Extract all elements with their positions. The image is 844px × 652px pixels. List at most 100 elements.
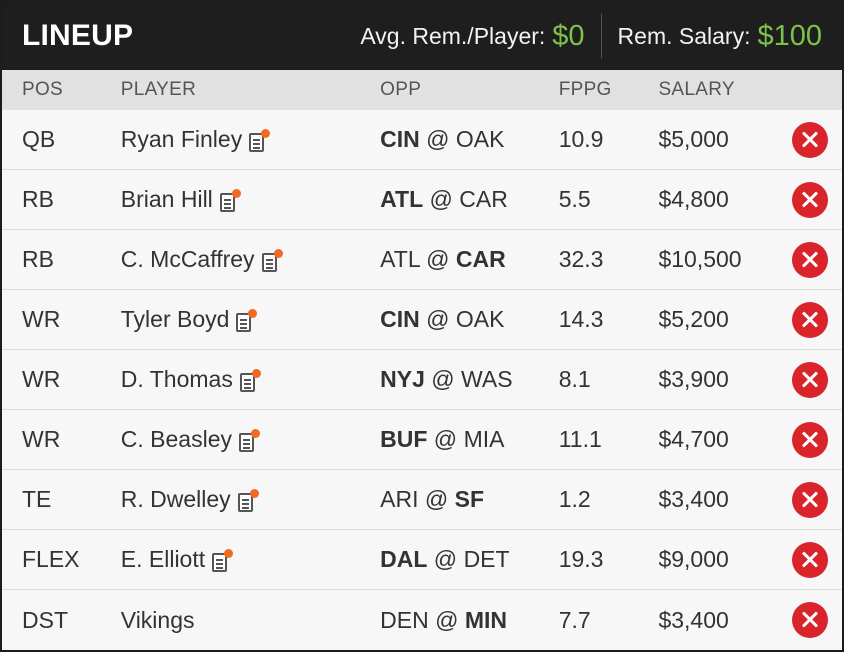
table-header: POS PLAYER OPP FPPG SALARY	[2, 70, 842, 110]
remove-player-button[interactable]	[792, 241, 829, 278]
matchup: ARI @ SF	[380, 486, 559, 513]
player-news-icon[interactable]	[212, 548, 234, 572]
player-cell: Tyler Boyd	[121, 306, 380, 333]
player-news-icon[interactable]	[219, 188, 241, 212]
away-team: CIN	[380, 306, 420, 332]
at-separator: @	[424, 366, 462, 392]
at-separator: @	[419, 246, 456, 272]
player-salary: $4,800	[658, 186, 729, 212]
lineup-rows: QB Ryan Finley CIN @ OAK 10.9 $5,000 RB Brian …	[2, 110, 842, 650]
player-name[interactable]: Tyler Boyd	[120, 306, 230, 332]
remove-cell	[778, 481, 842, 518]
remaining-salary-value: $100	[757, 19, 822, 52]
column-header-salary: SALARY	[658, 79, 735, 100]
table-row: WR C. Beasley BUF @ MIA 11.1 $4,700	[2, 410, 842, 470]
player-name[interactable]: R. Dwelley	[120, 486, 231, 512]
table-row: WR D. Thomas NYJ @ WAS 8.1 $3,900	[2, 350, 842, 410]
remove-cell	[778, 181, 842, 218]
avg-remaining-per-player: Avg. Rem./Player: $0	[360, 20, 584, 53]
player-news-icon[interactable]	[238, 428, 260, 452]
remove-player-button[interactable]	[792, 121, 829, 158]
player-position: RB	[22, 246, 54, 272]
player-name[interactable]: C. Beasley	[120, 426, 232, 452]
at-separator: @	[418, 486, 455, 512]
away-team: ATL	[380, 186, 424, 212]
at-separator: @	[428, 606, 465, 633]
player-cell: E. Elliott	[121, 546, 380, 573]
home-team: MIN	[464, 606, 508, 633]
table-row: TE R. Dwelley ARI @ SF 1.2 $3,400	[2, 470, 842, 530]
player-name[interactable]: Brian Hill	[120, 186, 213, 212]
table-row: WR Tyler Boyd CIN @ OAK 14.3 $5,200	[2, 290, 842, 350]
player-fppg: 1.2	[558, 486, 591, 512]
remove-player-button[interactable]	[792, 361, 829, 398]
matchup: DEN @ MIN	[380, 607, 559, 634]
player-fppg: 7.7	[558, 606, 591, 633]
away-team: BUF	[380, 426, 428, 452]
player-fppg: 14.3	[558, 306, 604, 332]
remove-cell	[778, 602, 842, 638]
column-header-fppg: FPPG	[558, 79, 612, 100]
remove-player-button[interactable]	[792, 181, 829, 218]
remaining-salary: Rem. Salary: $100	[618, 20, 822, 53]
lineup-header: LINEUP Avg. Rem./Player: $0 Rem. Salary:…	[2, 2, 842, 70]
player-position: TE	[22, 486, 52, 512]
matchup: ATL @ CAR	[380, 186, 559, 213]
away-team: CIN	[380, 126, 420, 152]
player-news-icon[interactable]	[237, 488, 259, 512]
player-salary: $10,500	[658, 246, 742, 272]
player-cell: D. Thomas	[121, 366, 380, 393]
avg-remaining-label: Avg. Rem./Player:	[360, 22, 546, 49]
home-team: OAK	[455, 306, 505, 332]
column-header-opp: OPP	[380, 79, 422, 100]
remove-cell	[778, 121, 842, 158]
remove-player-button[interactable]	[792, 421, 829, 458]
matchup: ATL @ CAR	[380, 246, 559, 273]
player-fppg: 8.1	[558, 366, 591, 392]
player-position: WR	[22, 306, 61, 332]
remove-player-button[interactable]	[792, 301, 829, 338]
player-news-icon[interactable]	[239, 368, 261, 392]
remove-player-button[interactable]	[792, 481, 829, 518]
at-separator: @	[423, 186, 460, 212]
home-team: DET	[463, 546, 510, 572]
player-cell: Ryan Finley	[121, 126, 380, 153]
player-name[interactable]: D. Thomas	[120, 366, 233, 392]
table-row: DST Vikings DEN @ MIN 7.7 $3,400	[2, 590, 842, 650]
player-name[interactable]: Ryan Finley	[120, 126, 243, 152]
player-salary: $5,200	[658, 306, 729, 332]
player-fppg: 5.5	[558, 186, 591, 212]
home-team: MIA	[463, 426, 505, 452]
player-cell: Brian Hill	[121, 186, 380, 213]
at-separator: @	[427, 546, 464, 572]
player-fppg: 10.9	[558, 126, 604, 152]
at-separator: @	[427, 426, 464, 452]
player-name[interactable]: E. Elliott	[120, 546, 206, 572]
matchup: CIN @ OAK	[380, 306, 559, 333]
player-cell: R. Dwelley	[121, 486, 380, 513]
remove-cell	[778, 241, 842, 278]
home-team: WAS	[461, 366, 513, 392]
remove-cell	[778, 301, 842, 338]
remove-player-button[interactable]	[792, 541, 829, 578]
table-row: RB C. McCaffrey ATL @ CAR 32.3 $10,500	[2, 230, 842, 290]
avg-remaining-value: $0	[552, 19, 585, 52]
player-salary: $9,000	[658, 546, 729, 572]
away-team: NYJ	[380, 366, 425, 392]
player-salary: $4,700	[658, 426, 729, 452]
player-name[interactable]: Vikings	[120, 606, 195, 633]
remove-player-button[interactable]	[792, 602, 829, 638]
player-news-icon[interactable]	[236, 308, 258, 332]
away-team: DEN	[380, 606, 429, 633]
column-header-pos: POS	[22, 79, 64, 100]
player-salary: $3,400	[658, 486, 729, 512]
player-news-icon[interactable]	[249, 128, 271, 152]
player-news-icon[interactable]	[261, 248, 283, 272]
away-team: DAL	[380, 546, 428, 572]
away-team: ARI	[380, 486, 419, 512]
player-cell: C. McCaffrey	[121, 246, 380, 273]
player-salary: $3,900	[658, 366, 729, 392]
table-row: QB Ryan Finley CIN @ OAK 10.9 $5,000	[2, 110, 842, 170]
player-salary: $3,400	[658, 606, 729, 633]
player-name[interactable]: C. McCaffrey	[120, 246, 255, 272]
